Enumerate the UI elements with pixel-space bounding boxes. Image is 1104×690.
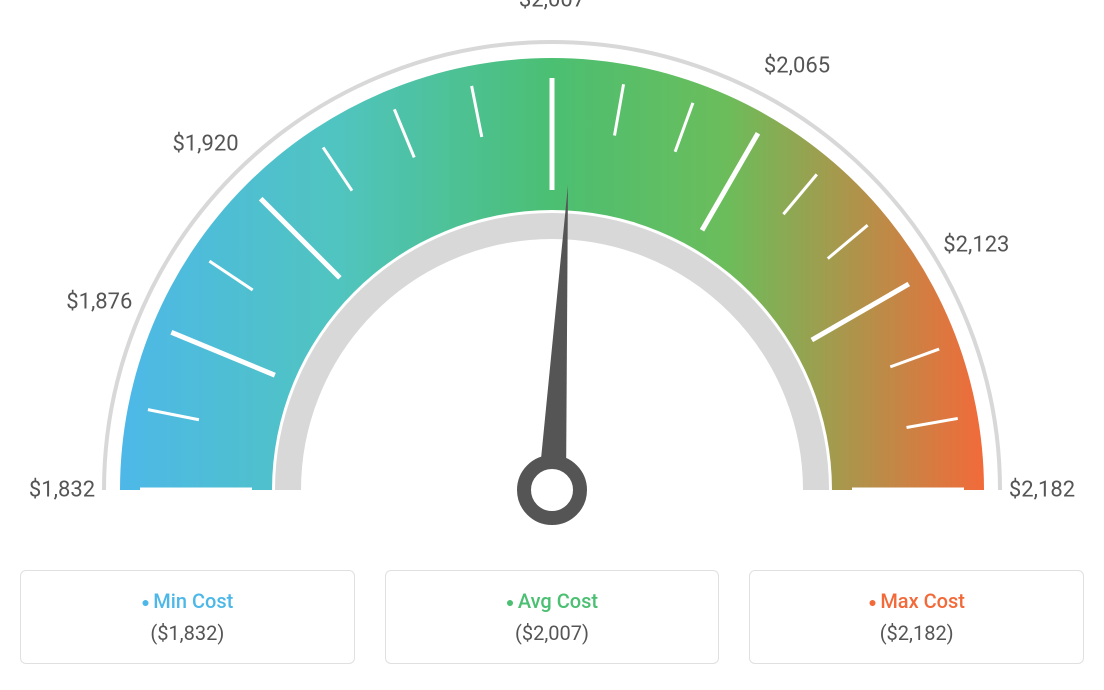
legend-value-avg: ($2,007)	[396, 621, 709, 645]
legend-row: Min Cost ($1,832) Avg Cost ($2,007) Max …	[20, 570, 1084, 664]
gauge-tick-label: $1,876	[66, 290, 132, 315]
gauge-tick-label: $2,065	[764, 53, 830, 78]
gauge-tick-label: $2,123	[943, 233, 1009, 258]
gauge-tick-label: $1,832	[29, 478, 95, 503]
cost-gauge: $1,832$1,876$1,920$2,007$2,065$2,123$2,1…	[20, 20, 1084, 540]
legend-title-min: Min Cost	[31, 589, 344, 613]
gauge-tick-label: $2,007	[519, 0, 585, 13]
legend-card-avg: Avg Cost ($2,007)	[385, 570, 720, 664]
legend-card-min: Min Cost ($1,832)	[20, 570, 355, 664]
legend-value-max: ($2,182)	[760, 621, 1073, 645]
legend-title-avg: Avg Cost	[396, 589, 709, 613]
gauge-tick-label: $2,182	[1009, 478, 1075, 503]
legend-title-max: Max Cost	[760, 589, 1073, 613]
legend-value-min: ($1,832)	[31, 621, 344, 645]
legend-card-max: Max Cost ($2,182)	[749, 570, 1084, 664]
gauge-svg	[20, 20, 1084, 540]
gauge-tick-label: $1,920	[172, 131, 238, 156]
